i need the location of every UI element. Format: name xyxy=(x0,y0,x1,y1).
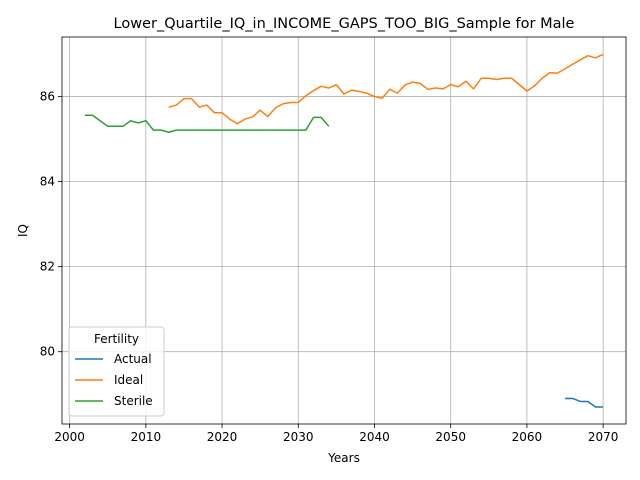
x-tick-label: 2010 xyxy=(131,430,162,444)
x-tick-label: 2070 xyxy=(588,430,619,444)
x-tick-label: 2000 xyxy=(54,430,85,444)
y-tick-label: 86 xyxy=(40,90,55,104)
series-line-actual xyxy=(565,397,604,408)
x-tick-label: 2020 xyxy=(207,430,238,444)
x-tick-label: 2040 xyxy=(359,430,390,444)
series-line-ideal xyxy=(168,53,604,125)
x-tick-label: 2060 xyxy=(512,430,543,444)
x-axis-label: Years xyxy=(327,451,360,465)
legend-title: Fertility xyxy=(94,332,139,346)
y-axis-label: IQ xyxy=(16,224,30,237)
plot-area-frame xyxy=(61,36,627,425)
y-tick-label: 84 xyxy=(40,175,55,189)
legend-box xyxy=(68,326,165,417)
y-tick-label: 80 xyxy=(40,345,55,359)
legend-label-ideal: Ideal xyxy=(114,373,143,387)
series-line-sterile xyxy=(84,114,330,134)
legend-label-actual: Actual xyxy=(114,352,152,366)
legend: Fertility Actual Ideal Sterile xyxy=(68,326,165,417)
legend-label-sterile: Sterile xyxy=(114,394,153,408)
x-tick-label: 2050 xyxy=(435,430,466,444)
chart-title: Lower_Quartile_IQ_in_INCOME_GAPS_TOO_BIG… xyxy=(114,16,575,32)
y-tick-label: 82 xyxy=(40,260,55,274)
axis-ticks: 2000 2010 2020 2030 2040 2050 2060 2070 80 82 84 86 xyxy=(40,90,619,444)
grid xyxy=(62,37,626,424)
series-lines xyxy=(84,53,604,408)
x-tick-label: 2030 xyxy=(283,430,314,444)
